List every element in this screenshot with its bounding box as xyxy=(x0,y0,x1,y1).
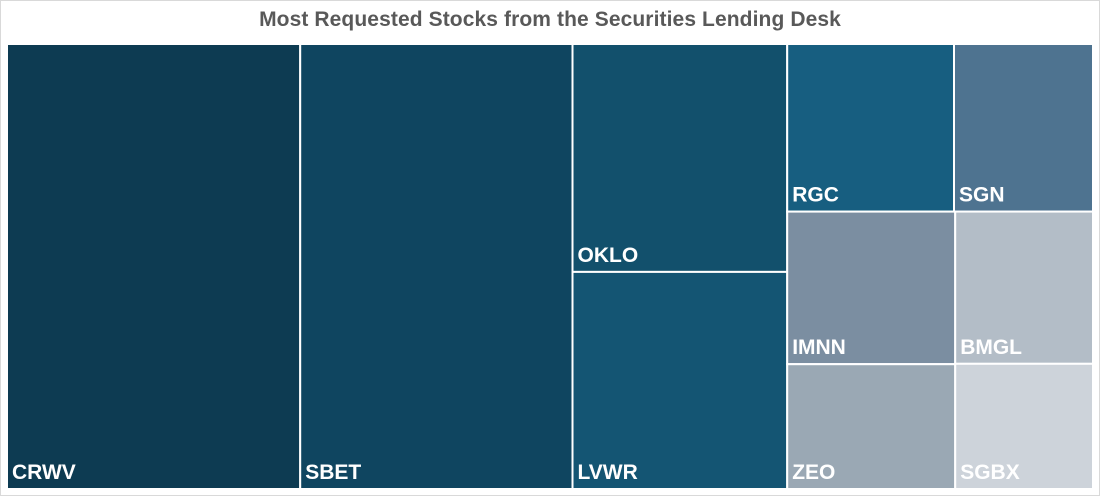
treemap-rect-sbet xyxy=(299,43,574,490)
chart-title: Most Requested Stocks from the Securitie… xyxy=(259,8,841,31)
treemap-label-crwv: CRWV xyxy=(12,461,76,484)
treemap-rect-crwv xyxy=(6,43,302,490)
treemap-label-sgn: SGN xyxy=(959,184,1005,207)
treemap-rect-oklo xyxy=(571,43,789,273)
treemap-tile-sbet: SBET xyxy=(299,43,574,490)
treemap-tile-imnn: IMNN xyxy=(786,210,957,366)
treemap-tile-crwv: CRWV xyxy=(6,43,302,490)
treemap-label-bmgl: BMGL xyxy=(960,336,1022,359)
treemap-label-rgc: RGC xyxy=(792,184,839,207)
treemap-rect-sgbx xyxy=(954,362,1095,490)
treemap-tile-lvwr: LVWR xyxy=(571,270,789,490)
treemap-rect-sgn xyxy=(953,43,1094,213)
treemap-tile-bmgl: BMGL xyxy=(954,210,1095,365)
treemap-tile-sgbx: SGBX xyxy=(954,362,1095,490)
treemap-label-imnn: IMNN xyxy=(792,336,846,359)
treemap-tile-oklo: OKLO xyxy=(571,43,789,273)
treemap-label-sgbx: SGBX xyxy=(960,461,1020,484)
treemap-rect-lvwr xyxy=(571,270,789,490)
treemap-tile-rgc: RGC xyxy=(786,43,956,213)
treemap-rect-zeo xyxy=(786,363,957,491)
treemap-rect-bmgl xyxy=(954,210,1095,365)
treemap-label-oklo: OKLO xyxy=(578,244,639,267)
treemap-label-zeo: ZEO xyxy=(792,461,835,484)
treemap-label-sbet: SBET xyxy=(305,461,361,484)
treemap-tile-sgn: SGN xyxy=(953,43,1094,213)
treemap-tile-zeo: ZEO xyxy=(786,363,957,491)
treemap-label-lvwr: LVWR xyxy=(578,461,638,484)
